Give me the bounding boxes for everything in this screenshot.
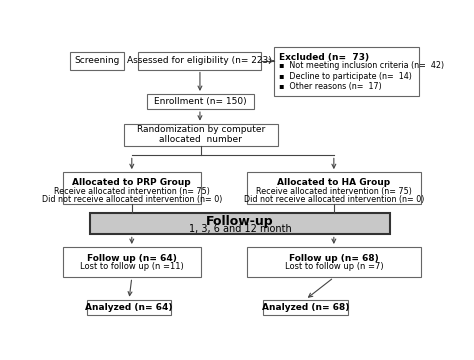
Text: ▪  Not meeting inclusion criteria (n=  42): ▪ Not meeting inclusion criteria (n= 42) (279, 61, 444, 70)
Text: Analyzed (n= 64): Analyzed (n= 64) (85, 303, 173, 312)
FancyBboxPatch shape (274, 48, 419, 96)
FancyBboxPatch shape (147, 94, 254, 109)
FancyBboxPatch shape (263, 300, 347, 315)
FancyBboxPatch shape (91, 213, 390, 234)
FancyBboxPatch shape (124, 123, 278, 146)
Text: 1, 3, 6 and 12 month: 1, 3, 6 and 12 month (189, 224, 292, 234)
Text: Receive allocated intervention (n= 75): Receive allocated intervention (n= 75) (256, 186, 412, 195)
Text: ▪  Decline to participate (n=  14): ▪ Decline to participate (n= 14) (279, 72, 411, 81)
Text: Allocated to HA Group: Allocated to HA Group (277, 178, 391, 187)
FancyBboxPatch shape (70, 52, 124, 69)
FancyBboxPatch shape (63, 247, 201, 278)
Text: Excluded (n=  73): Excluded (n= 73) (279, 53, 369, 62)
FancyBboxPatch shape (246, 172, 421, 204)
Text: Receive allocated intervention (n= 75): Receive allocated intervention (n= 75) (54, 186, 210, 195)
Text: Follow up (n= 64): Follow up (n= 64) (87, 254, 177, 263)
Text: Assessed for eligibility (n= 223): Assessed for eligibility (n= 223) (128, 57, 272, 66)
FancyBboxPatch shape (63, 172, 201, 204)
FancyBboxPatch shape (87, 300, 171, 315)
Text: Did not receive allocated intervention (n= 0): Did not receive allocated intervention (… (42, 195, 222, 204)
Text: Lost to follow up (n =11): Lost to follow up (n =11) (80, 262, 184, 271)
Text: Analyzed (n= 68): Analyzed (n= 68) (262, 303, 349, 312)
Text: Follow up (n= 68): Follow up (n= 68) (289, 254, 379, 263)
Text: Follow-up: Follow-up (206, 215, 274, 228)
Text: Did not receive allocated intervention (n= 0): Did not receive allocated intervention (… (244, 195, 424, 204)
FancyBboxPatch shape (138, 52, 261, 69)
Text: Lost to follow up (n =7): Lost to follow up (n =7) (284, 262, 383, 271)
Text: Allocated to PRP Group: Allocated to PRP Group (73, 178, 191, 187)
FancyBboxPatch shape (246, 247, 421, 278)
Text: ▪  Other reasons (n=  17): ▪ Other reasons (n= 17) (279, 82, 381, 91)
Text: Enrollment (n= 150): Enrollment (n= 150) (155, 97, 247, 106)
Text: Randomization by computer
allocated  number: Randomization by computer allocated numb… (137, 125, 265, 144)
Text: Screening: Screening (74, 57, 119, 66)
